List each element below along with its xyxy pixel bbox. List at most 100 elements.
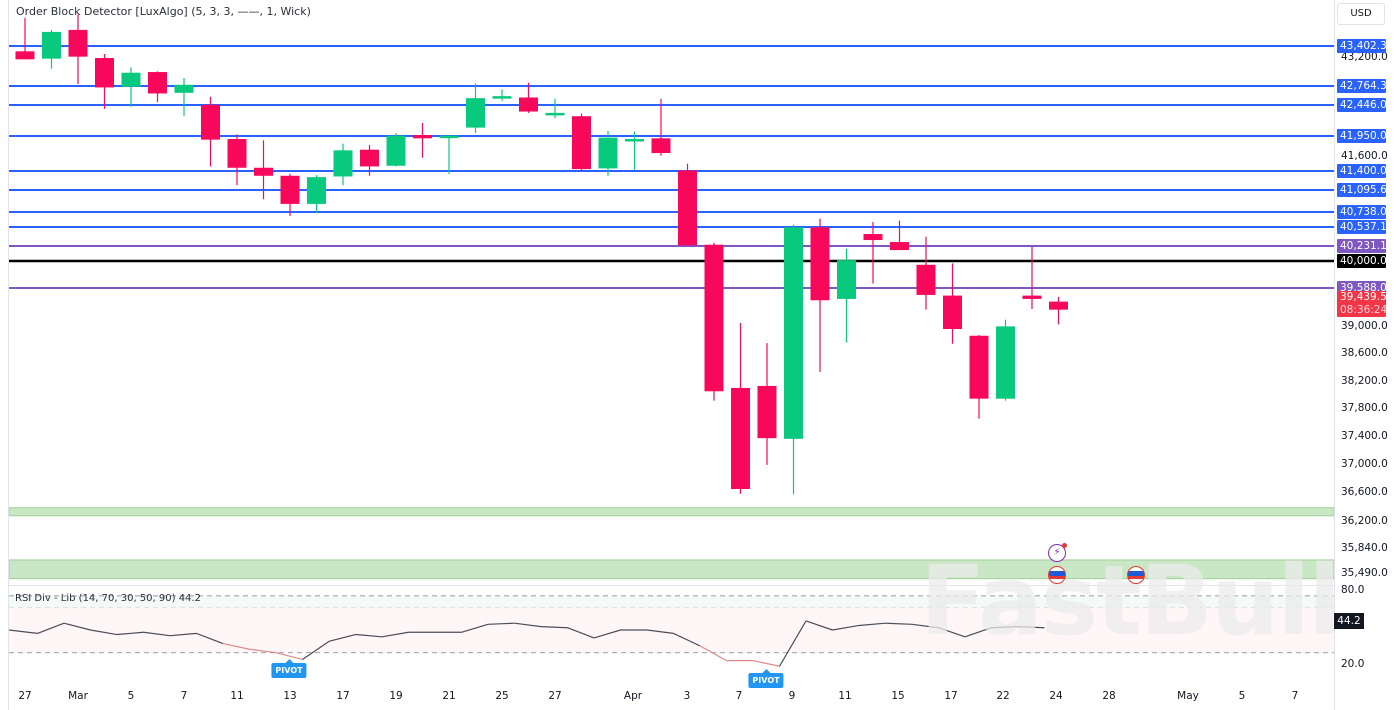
rsi-line-segment bbox=[832, 624, 860, 631]
price-axis-label: 38,600.0 bbox=[1341, 347, 1388, 359]
rsi-indicator-title[interactable]: RSI Div - Lib (14, 70, 30, 50, 90) 44.2 bbox=[15, 593, 201, 604]
candle-body[interactable] bbox=[969, 335, 989, 399]
rsi-line-segment bbox=[169, 632, 197, 637]
indicator-title[interactable]: Order Block Detector [LuxAlgo] (5, 3, 3,… bbox=[16, 5, 311, 18]
time-axis-label: 22 bbox=[996, 690, 1010, 702]
candle-body[interactable] bbox=[121, 72, 141, 87]
countdown-timer: 08:36:24 bbox=[1340, 304, 1388, 316]
candle-body[interactable] bbox=[784, 227, 803, 439]
candle-body[interactable] bbox=[757, 385, 777, 439]
candle-body[interactable] bbox=[254, 167, 273, 176]
pivot-label: PIVOT bbox=[271, 659, 307, 678]
candle-body[interactable] bbox=[519, 97, 538, 112]
rsi-line-segment bbox=[63, 622, 91, 631]
candle-body[interactable] bbox=[492, 96, 512, 99]
candle-body[interactable] bbox=[572, 116, 591, 170]
pane-divider[interactable] bbox=[8, 585, 1334, 586]
time-axis-label: Apr bbox=[623, 690, 643, 702]
rsi-line-segment bbox=[222, 643, 250, 650]
time-axis-label: 15 bbox=[891, 690, 905, 702]
candle-body[interactable] bbox=[916, 264, 936, 295]
candle-body[interactable] bbox=[863, 234, 883, 241]
price-axis-border bbox=[1334, 0, 1335, 710]
rsi-line-segment bbox=[885, 622, 913, 625]
candle-body[interactable] bbox=[545, 112, 565, 116]
rsi-line-segment bbox=[1017, 626, 1045, 629]
candle-body[interactable] bbox=[678, 170, 697, 246]
lightning-event-icon[interactable]: ⚡ bbox=[1048, 543, 1067, 562]
rsi-line-segment bbox=[90, 629, 118, 636]
current-price-value: 39,439.5 bbox=[1340, 291, 1387, 303]
candle-body[interactable] bbox=[625, 138, 644, 142]
time-axis-label: 7 bbox=[1291, 690, 1299, 702]
rsi-line-segment bbox=[249, 648, 277, 654]
candle-body[interactable] bbox=[201, 104, 220, 140]
candle-body[interactable] bbox=[439, 135, 459, 139]
candle-body[interactable] bbox=[15, 51, 35, 60]
candle-body[interactable] bbox=[386, 135, 406, 166]
candle-body[interactable] bbox=[943, 295, 962, 330]
candle-body[interactable] bbox=[704, 244, 724, 392]
level-price-tag: 40,231.1 bbox=[1337, 239, 1387, 253]
candle-body[interactable] bbox=[1049, 301, 1068, 310]
level-price-tag: 40,000.0 bbox=[1337, 254, 1387, 268]
rsi-line-segment bbox=[699, 645, 727, 662]
price-axis-label: 41,600.0 bbox=[1341, 150, 1388, 162]
rsi-line-segment bbox=[646, 629, 674, 634]
candle-body[interactable] bbox=[280, 175, 300, 204]
price-axis-label: 35,490.0 bbox=[1341, 567, 1388, 579]
time-axis-label: 7 bbox=[180, 690, 188, 702]
candle-body[interactable] bbox=[148, 72, 167, 94]
us-flag-event-icon[interactable] bbox=[1127, 566, 1145, 584]
candle-body[interactable] bbox=[810, 227, 830, 301]
candle-body[interactable] bbox=[307, 177, 326, 204]
order-block-zone bbox=[8, 507, 1335, 517]
time-axis-label: 11 bbox=[230, 690, 244, 702]
candle-body[interactable] bbox=[413, 134, 432, 139]
candle-body[interactable] bbox=[360, 149, 379, 167]
rsi-line-segment bbox=[487, 622, 515, 625]
time-axis-label: 28 bbox=[1102, 690, 1116, 702]
pivot-label: PIVOT bbox=[748, 669, 784, 688]
rsi-line-segment bbox=[858, 622, 886, 627]
candle-body[interactable] bbox=[227, 138, 247, 168]
candle-body[interactable] bbox=[651, 138, 671, 154]
time-axis-label: 27 bbox=[18, 690, 32, 702]
time-axis-label: 5 bbox=[127, 690, 135, 702]
price-axis-label: 38,200.0 bbox=[1341, 375, 1388, 387]
time-axis-label: 5 bbox=[1238, 690, 1246, 702]
price-axis-label: 36,600.0 bbox=[1341, 486, 1388, 498]
level-price-tag: 41,400.0 bbox=[1337, 164, 1387, 178]
candle-body[interactable] bbox=[95, 58, 114, 88]
currency-button[interactable]: USD bbox=[1337, 3, 1385, 25]
time-axis-label: 11 bbox=[838, 690, 852, 702]
candle-body[interactable] bbox=[174, 84, 194, 93]
rsi-line-segment bbox=[143, 631, 171, 637]
time-axis-label: 27 bbox=[548, 690, 562, 702]
candle-body[interactable] bbox=[466, 98, 485, 128]
level-price-tag: 42,764.3 bbox=[1337, 79, 1387, 93]
candle-body[interactable] bbox=[68, 29, 88, 57]
time-axis-label: 3 bbox=[683, 690, 691, 702]
candle-body[interactable] bbox=[1022, 295, 1042, 299]
time-axis-label: Mar bbox=[68, 690, 88, 702]
candle-body[interactable] bbox=[42, 31, 61, 59]
candle-body[interactable] bbox=[837, 260, 856, 299]
candle-body[interactable] bbox=[731, 387, 750, 490]
time-axis-label: 13 bbox=[283, 690, 297, 702]
candle-body[interactable] bbox=[996, 326, 1015, 399]
rsi-line-segment bbox=[355, 633, 383, 638]
time-axis-label: 7 bbox=[735, 690, 743, 702]
candle-body[interactable] bbox=[890, 242, 909, 251]
rsi-line-segment bbox=[991, 626, 1019, 629]
price-axis-label: 36,200.0 bbox=[1341, 515, 1388, 527]
rsi-line-segment bbox=[964, 627, 992, 638]
rsi-line-segment bbox=[461, 623, 489, 633]
us-flag-event-icon[interactable] bbox=[1048, 566, 1066, 584]
candle-body[interactable] bbox=[333, 150, 353, 177]
rsi-line-segment bbox=[938, 627, 966, 638]
price-axis-label: 37,400.0 bbox=[1341, 430, 1388, 442]
candle-body[interactable] bbox=[598, 137, 618, 169]
